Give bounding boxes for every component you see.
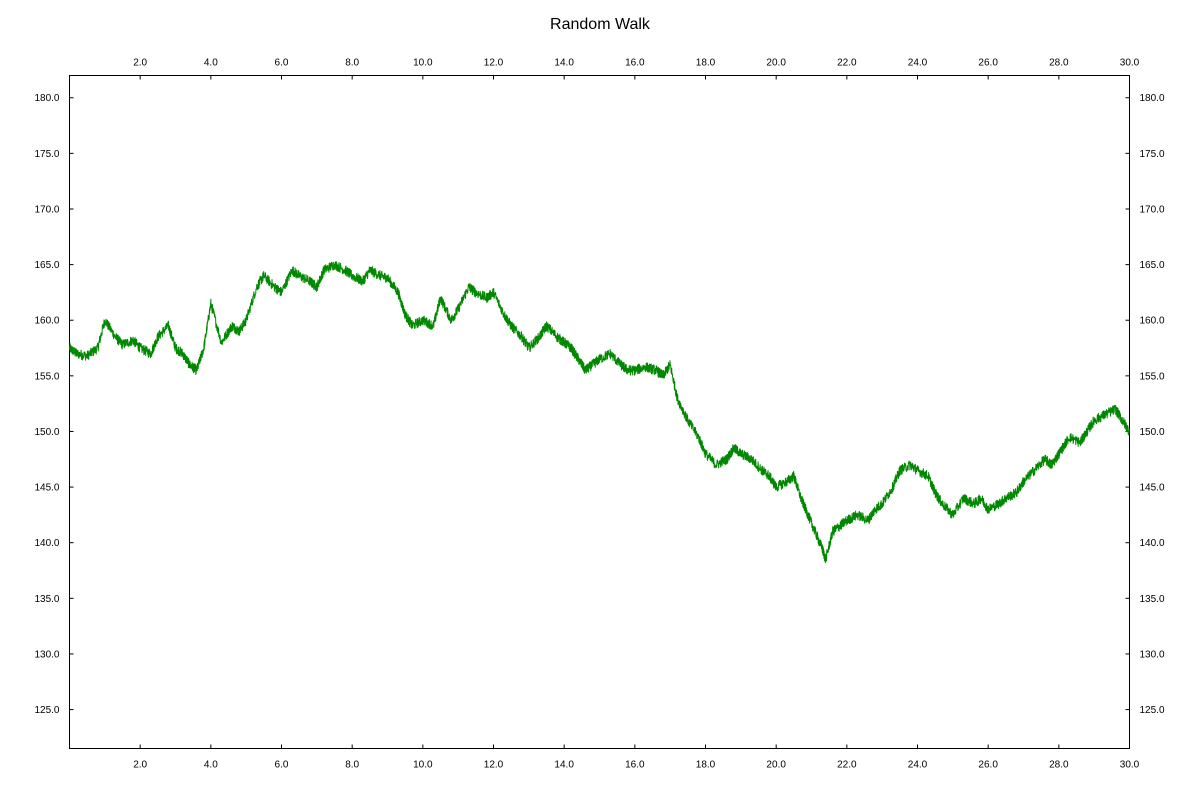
- y-tick-label-right: 145.0: [1140, 483, 1165, 494]
- x-tick-label-bottom: 2.0: [133, 760, 147, 771]
- x-tick-label-top: 12.0: [484, 58, 504, 69]
- x-tick-label-bottom: 22.0: [837, 760, 857, 771]
- x-tick-label-bottom: 28.0: [1049, 760, 1069, 771]
- y-tick-label-left: 175.0: [34, 149, 59, 160]
- x-tick-label-top: 10.0: [413, 58, 433, 69]
- series-line: [69, 260, 1130, 564]
- y-tick-label-left: 130.0: [34, 649, 59, 660]
- x-tick-label-bottom: 26.0: [978, 760, 998, 771]
- x-tick-label-bottom: 18.0: [696, 760, 716, 771]
- x-tick-label-bottom: 12.0: [484, 760, 504, 771]
- y-tick-label-right: 150.0: [1140, 427, 1165, 438]
- y-tick-label-left: 155.0: [34, 371, 59, 382]
- y-tick-label-right: 125.0: [1140, 705, 1165, 716]
- y-tick-label-left: 125.0: [34, 705, 59, 716]
- x-tick-label-top: 20.0: [766, 58, 786, 69]
- y-tick-label-right: 130.0: [1140, 649, 1165, 660]
- x-tick-label-bottom: 24.0: [908, 760, 928, 771]
- x-tick-label-bottom: 4.0: [204, 760, 218, 771]
- x-tick-label-top: 28.0: [1049, 58, 1069, 69]
- y-tick-label-right: 175.0: [1140, 149, 1165, 160]
- x-tick-label-top: 8.0: [345, 58, 359, 69]
- x-tick-label-top: 22.0: [837, 58, 857, 69]
- y-tick-label-right: 165.0: [1140, 260, 1165, 271]
- series-layer: [69, 260, 1130, 564]
- plot-frame: [69, 75, 1130, 749]
- x-tick-label-top: 14.0: [554, 58, 574, 69]
- chart-title: Random Walk: [550, 16, 651, 33]
- y-tick-label-left: 160.0: [34, 316, 59, 327]
- y-tick-label-right: 170.0: [1140, 204, 1165, 215]
- y-tick-label-left: 180.0: [34, 93, 59, 104]
- x-tick-label-bottom: 6.0: [275, 760, 289, 771]
- axis-ticks: 2.0 2.0 4.0 4.0 6.0 6.0 8.0 8.0 10.0 10.0 12.0 12.0…: [34, 58, 1164, 771]
- x-tick-label-bottom: 8.0: [345, 760, 359, 771]
- x-tick-label-bottom: 16.0: [625, 760, 645, 771]
- x-tick-label-bottom: 10.0: [413, 760, 433, 771]
- y-tick-label-right: 155.0: [1140, 371, 1165, 382]
- x-tick-label-top: 18.0: [696, 58, 716, 69]
- x-tick-label-top: 2.0: [133, 58, 147, 69]
- x-tick-label-top: 6.0: [275, 58, 289, 69]
- y-tick-label-left: 135.0: [34, 594, 59, 605]
- y-tick-label-left: 140.0: [34, 538, 59, 549]
- x-tick-label-top: 24.0: [908, 58, 928, 69]
- y-tick-label-left: 150.0: [34, 427, 59, 438]
- x-tick-label-bottom: 20.0: [766, 760, 786, 771]
- x-tick-label-bottom: 30.0: [1120, 760, 1140, 771]
- y-tick-label-right: 180.0: [1140, 93, 1165, 104]
- x-tick-label-top: 4.0: [204, 58, 218, 69]
- x-tick-label-bottom: 14.0: [554, 760, 574, 771]
- y-tick-label-right: 160.0: [1140, 316, 1165, 327]
- y-tick-label-right: 135.0: [1140, 594, 1165, 605]
- y-tick-label-right: 140.0: [1140, 538, 1165, 549]
- y-tick-label-left: 145.0: [34, 483, 59, 494]
- x-tick-label-top: 26.0: [978, 58, 998, 69]
- x-tick-label-top: 30.0: [1120, 58, 1140, 69]
- y-tick-label-left: 165.0: [34, 260, 59, 271]
- y-tick-label-left: 170.0: [34, 204, 59, 215]
- x-tick-label-top: 16.0: [625, 58, 645, 69]
